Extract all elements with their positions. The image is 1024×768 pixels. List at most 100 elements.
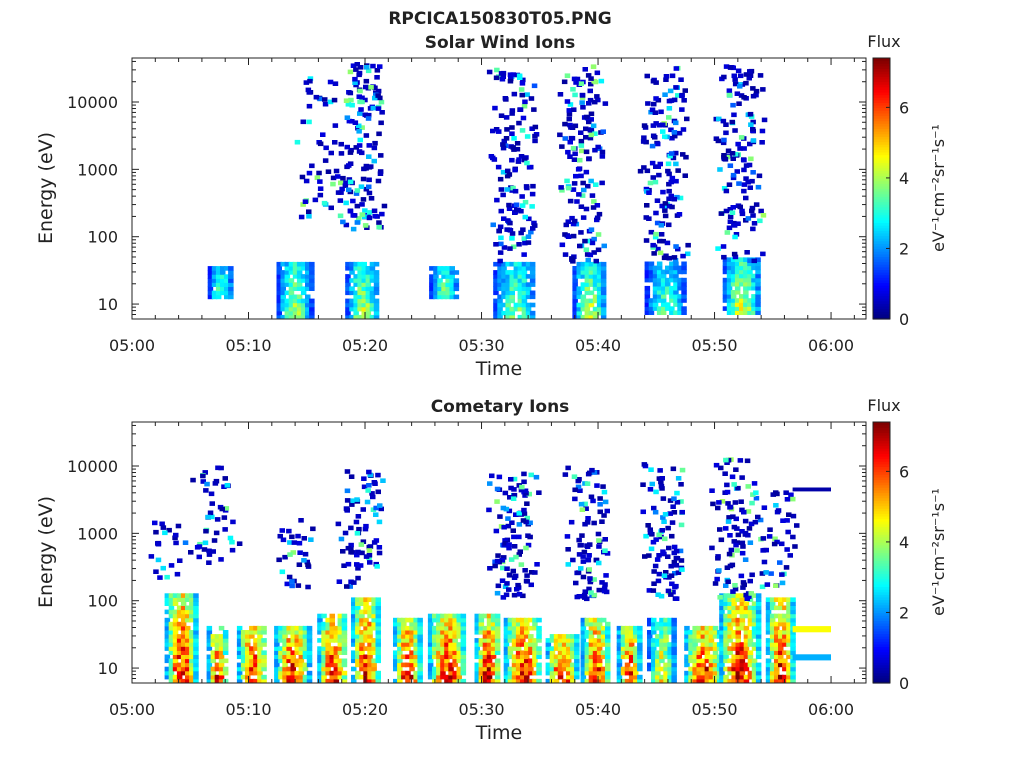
heatmap-cell xyxy=(790,674,796,680)
heatmap-cell xyxy=(721,74,727,80)
heatmap-cell xyxy=(453,270,460,275)
heatmap-cell xyxy=(747,73,754,78)
heatmap-cell xyxy=(520,662,526,668)
heatmap-cell xyxy=(647,630,653,635)
heatmap-cell xyxy=(778,658,784,664)
heatmap-cell xyxy=(365,274,372,279)
heatmap-cell xyxy=(344,584,350,589)
heatmap-cell xyxy=(545,638,552,643)
heatmap-cell xyxy=(168,646,175,651)
heatmap-cell xyxy=(298,666,305,672)
heatmap-cell xyxy=(282,658,288,664)
heatmap-cell xyxy=(580,638,587,643)
heatmap-cell xyxy=(222,527,228,532)
heatmap-cell xyxy=(580,654,587,660)
heatmap-cell xyxy=(600,654,607,660)
heatmap-cell xyxy=(779,580,786,586)
heatmap-cell xyxy=(751,666,758,672)
heatmap-cell xyxy=(164,621,171,627)
heatmap-cell xyxy=(363,654,369,660)
heatmap-cell xyxy=(605,654,611,660)
heatmap-cell xyxy=(722,265,729,271)
heatmap-cell xyxy=(592,678,599,684)
heatmap-cell xyxy=(755,617,762,623)
heatmap-cell xyxy=(587,97,594,103)
heatmap-cell xyxy=(509,294,515,300)
heatmap-cell xyxy=(719,499,726,504)
heatmap-cell xyxy=(786,609,792,615)
heatmap-cell xyxy=(755,662,762,668)
heatmap-cell xyxy=(580,646,587,651)
heatmap-cell xyxy=(673,120,679,126)
heatmap-cell xyxy=(566,662,572,668)
heatmap-cell xyxy=(679,509,685,515)
heatmap-cell xyxy=(588,261,595,267)
heatmap-cell xyxy=(153,569,159,574)
heatmap-cell xyxy=(373,274,380,279)
heatmap-cell xyxy=(448,646,454,651)
heatmap-cell xyxy=(427,621,434,627)
heatmap-cell xyxy=(333,646,340,651)
heatmap-cell xyxy=(782,638,788,643)
heatmap-cell xyxy=(747,258,753,263)
heatmap-cell xyxy=(515,634,522,639)
heatmap-cell xyxy=(597,502,603,507)
heatmap-cell xyxy=(257,625,263,631)
heatmap-cell xyxy=(727,219,734,224)
heatmap-cell xyxy=(501,524,507,530)
heatmap-cell xyxy=(532,678,538,684)
steady-band xyxy=(792,626,831,633)
heatmap-cell xyxy=(180,646,187,651)
heatmap-cell xyxy=(684,662,690,668)
heatmap-cell xyxy=(356,72,362,78)
heatmap-cell xyxy=(375,646,381,651)
heatmap-cell xyxy=(348,542,354,548)
heatmap-cell xyxy=(245,634,251,639)
heatmap-cell xyxy=(357,298,363,304)
heatmap-cell xyxy=(502,96,509,101)
heatmap-cell xyxy=(501,138,507,144)
heatmap-cell xyxy=(427,658,434,664)
y-tick-label: 100 xyxy=(87,592,118,611)
heatmap-cell xyxy=(663,630,669,635)
heatmap-cell xyxy=(309,266,315,271)
colorbar-step xyxy=(873,102,890,106)
heatmap-cell xyxy=(444,634,450,639)
heatmap-cell xyxy=(651,625,657,631)
heatmap-cell xyxy=(532,223,538,228)
heatmap-cell xyxy=(564,99,571,104)
heatmap-cell xyxy=(663,642,669,647)
heatmap-cell xyxy=(696,654,702,660)
heatmap-cell xyxy=(570,233,577,239)
heatmap-cell xyxy=(778,646,784,651)
heatmap-cell xyxy=(620,646,627,651)
colorbar-step xyxy=(873,107,890,111)
heatmap-cell xyxy=(371,613,377,619)
heatmap-cell xyxy=(371,650,377,655)
heatmap-cell xyxy=(306,654,313,660)
heatmap-cell xyxy=(340,219,346,225)
heatmap-cell xyxy=(355,549,361,555)
heatmap-cell xyxy=(730,172,737,178)
heatmap-cell xyxy=(782,617,788,623)
heatmap-cell xyxy=(302,638,309,643)
heatmap-cell xyxy=(644,265,651,271)
heatmap-cell xyxy=(660,294,667,299)
heatmap-cell xyxy=(653,231,659,237)
heatmap-cell xyxy=(751,621,758,627)
heatmap-cell xyxy=(663,77,669,82)
heatmap-cell xyxy=(351,605,357,611)
heatmap-cell xyxy=(671,550,677,556)
heatmap-cell xyxy=(747,654,754,660)
heatmap-cell xyxy=(722,269,729,275)
heatmap-cell xyxy=(511,492,518,498)
heatmap-cell xyxy=(478,625,485,631)
heatmap-cell xyxy=(317,141,324,147)
heatmap-cell xyxy=(572,266,578,271)
heatmap-cell xyxy=(452,634,458,639)
heatmap-cell xyxy=(662,208,668,213)
heatmap-cell xyxy=(482,634,489,639)
heatmap-cell xyxy=(583,149,590,155)
heatmap-cell xyxy=(172,642,179,647)
heatmap-cell xyxy=(309,274,315,279)
